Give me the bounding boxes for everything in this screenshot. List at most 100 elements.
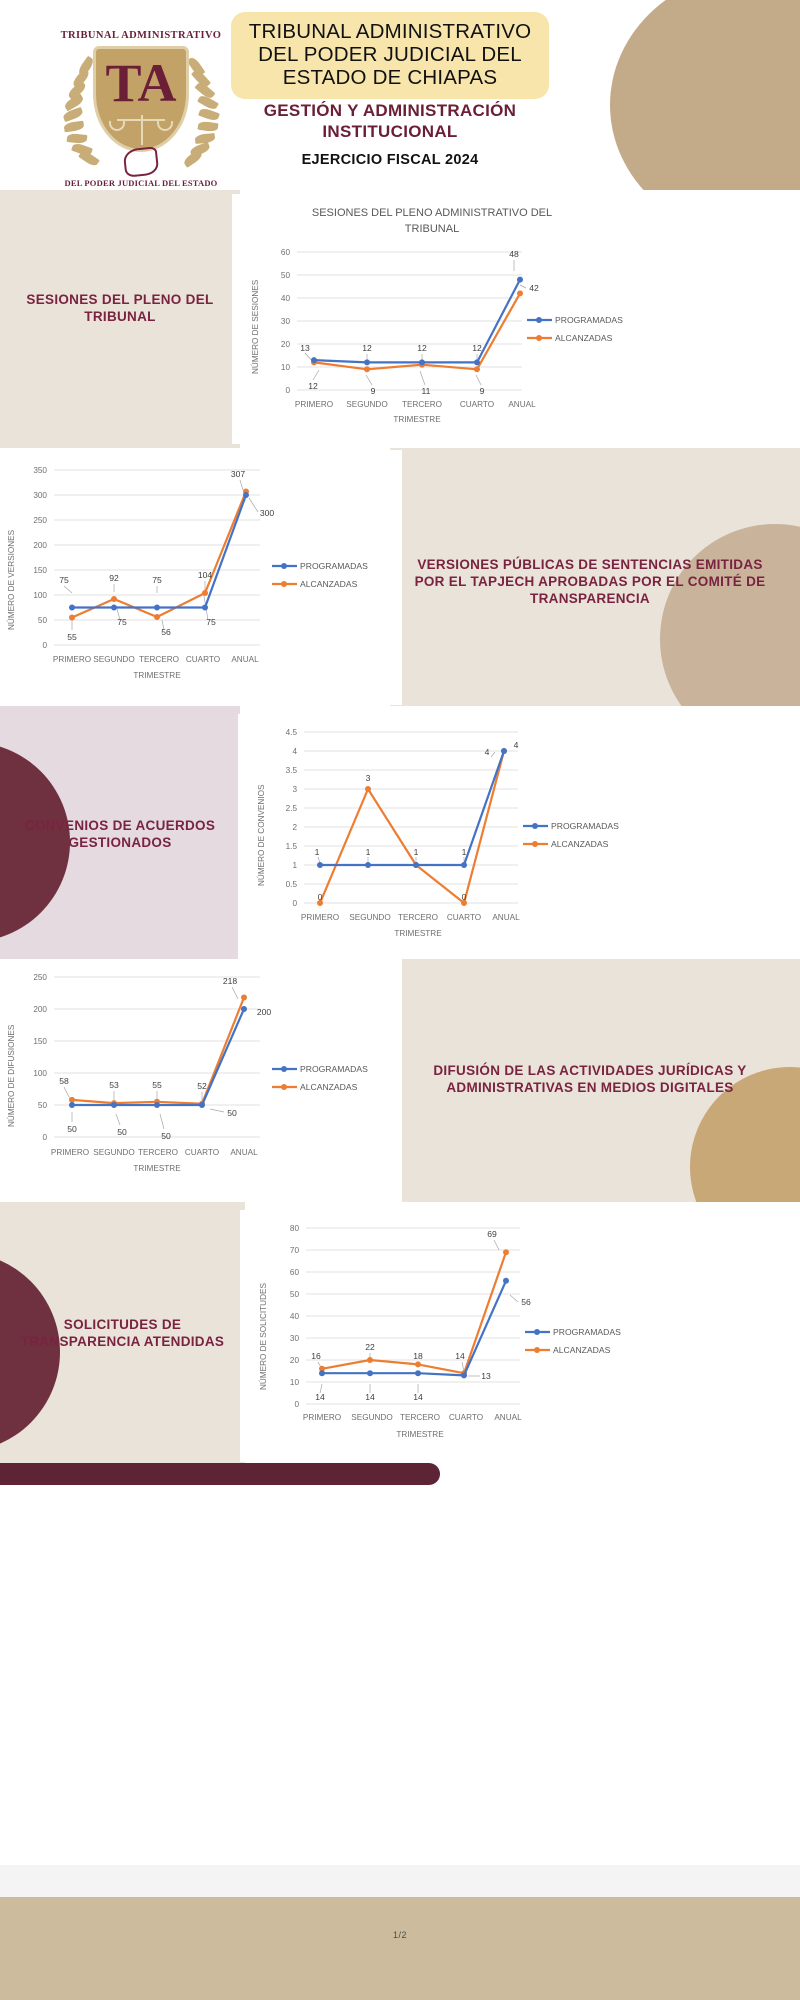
svg-text:ANUAL: ANUAL [508, 400, 536, 409]
svg-text:40: 40 [281, 294, 291, 303]
chart-difusion-svg: 250 200 150 100 50 0 NÚMERO DE DIFUSIONE… [6, 973, 368, 1173]
page-number: 1/2 [392, 1930, 407, 1940]
chart3-legend: PROGRAMADAS ALCANZADAS [523, 821, 619, 849]
svg-text:50: 50 [161, 1131, 171, 1141]
chart4-legend-alcanzadas: ALCANZADAS [300, 1082, 358, 1092]
svg-text:20: 20 [281, 340, 291, 349]
fiscal-year-label: EJERCICIO FISCAL 2024 [301, 152, 479, 168]
svg-text:22: 22 [365, 1342, 375, 1352]
chart-solicitudes-svg: 80 70 60 50 40 30 20 10 0 NÚMERO DE SOLI… [258, 1224, 621, 1439]
svg-text:SEGUNDO: SEGUNDO [346, 400, 387, 409]
svg-text:TERCERO: TERCERO [398, 913, 438, 922]
main-title-line1: TRIBUNAL ADMINISTRATIVO [248, 20, 532, 43]
svg-text:12: 12 [472, 343, 482, 353]
svg-text:30: 30 [290, 1334, 300, 1343]
chart1-x-ticks: PRIMERO SEGUNDO TERCERO CUARTO ANUAL [295, 400, 536, 409]
svg-text:50: 50 [67, 1124, 77, 1134]
svg-text:300: 300 [260, 508, 275, 518]
svg-text:0: 0 [42, 641, 47, 650]
svg-text:9: 9 [480, 386, 485, 396]
svg-text:70: 70 [290, 1246, 300, 1255]
svg-text:75: 75 [152, 575, 162, 585]
chart5-y-axis-title: NÚMERO DE SOLICITUDES [258, 1283, 268, 1390]
svg-text:218: 218 [223, 976, 238, 986]
chart3-x-ticks: PRIMERO SEGUNDO TERCERO CUARTO ANUAL [301, 913, 520, 922]
svg-text:10: 10 [281, 363, 291, 372]
section2-label: VERSIONES PÚBLICAS DE SENTENCIAS EMITIDA… [390, 536, 790, 626]
svg-text:3: 3 [366, 773, 371, 783]
chart4-markers-programadas [69, 1006, 247, 1108]
chart1-markers-alcanzadas [311, 290, 523, 373]
chart1-title-line1: SESIONES DEL PLENO ADMINISTRATIVO DEL [312, 207, 552, 219]
svg-text:30: 30 [281, 317, 291, 326]
svg-text:PRIMERO: PRIMERO [301, 913, 339, 922]
chart3-legend-programadas: PROGRAMADAS [551, 821, 619, 831]
chart1-datalabels-alcanzadas: 12 9 11 9 42 [308, 283, 539, 396]
svg-text:PRIMERO: PRIMERO [53, 655, 91, 664]
main-title-line3: ESTADO DE CHIAPAS [282, 66, 498, 89]
chart-pleno: SESIONES DEL PLENO ADMINISTRATIVO DEL TR… [232, 194, 642, 444]
section1-label-text: SESIONES DEL PLENO DEL TRIBUNAL [26, 292, 214, 324]
svg-text:80: 80 [290, 1224, 300, 1233]
section1-background-cream [0, 190, 240, 448]
svg-text:52: 52 [197, 1081, 207, 1091]
chart1-markers-programadas [311, 276, 523, 366]
svg-text:1: 1 [462, 847, 467, 857]
svg-text:SEGUNDO: SEGUNDO [93, 1148, 134, 1157]
svg-text:250: 250 [33, 516, 47, 525]
svg-text:ANUAL: ANUAL [230, 1148, 258, 1157]
main-title-badge: TRIBUNAL ADMINISTRATIVO DEL PODER JUDICI… [231, 12, 549, 99]
svg-text:40: 40 [290, 1312, 300, 1321]
svg-text:50: 50 [290, 1290, 300, 1299]
svg-text:11: 11 [422, 386, 431, 396]
svg-text:200: 200 [33, 1005, 47, 1014]
svg-text:75: 75 [206, 617, 216, 627]
shield-icon: TA [93, 46, 189, 152]
svg-text:69: 69 [487, 1229, 497, 1239]
svg-text:SEGUNDO: SEGUNDO [349, 913, 390, 922]
svg-text:SEGUNDO: SEGUNDO [93, 655, 134, 664]
svg-text:1: 1 [366, 847, 371, 857]
chart3-y-ticks: 4.5 4 3.5 3 2.5 2 1.5 1 0.5 0 [286, 728, 298, 908]
svg-text:200: 200 [257, 1007, 272, 1017]
svg-text:42: 42 [529, 283, 539, 293]
subtitle-line1: GESTIÓN Y ADMINISTRACIÓN [263, 101, 517, 120]
chart-convenios-svg: 4.5 4 3.5 3 2.5 2 1.5 1 0.5 0 NÚMERO DE … [256, 728, 619, 938]
chart1-legend-alcanzadas: ALCANZADAS [555, 333, 613, 343]
chart5-legend-programadas: PROGRAMADAS [553, 1327, 621, 1337]
section1-label: SESIONES DEL PLENO DEL TRIBUNAL [0, 278, 240, 338]
chart3-x-axis-title: TRIMESTRE [394, 929, 442, 938]
svg-text:PRIMERO: PRIMERO [51, 1148, 89, 1157]
svg-text:1: 1 [414, 847, 419, 857]
svg-text:16: 16 [311, 1351, 321, 1361]
svg-text:4: 4 [292, 747, 297, 756]
chiapas-map-outline-icon [122, 146, 160, 178]
chart-solicitudes: 80 70 60 50 40 30 20 10 0 NÚMERO DE SOLI… [240, 1210, 650, 1462]
svg-text:0.5: 0.5 [286, 880, 298, 889]
svg-text:0: 0 [285, 386, 290, 395]
chart5-series-programadas [322, 1280, 508, 1377]
svg-text:ANUAL: ANUAL [494, 1413, 522, 1422]
svg-text:20: 20 [290, 1356, 300, 1365]
chart5-legend: PROGRAMADAS ALCANZADAS [525, 1327, 621, 1355]
svg-text:150: 150 [33, 566, 47, 575]
chart5-y-ticks: 80 70 60 50 40 30 20 10 0 [290, 1224, 300, 1409]
svg-text:60: 60 [281, 248, 291, 257]
section3-label: CONVENIOS DE ACUERDOS GESTIONADOS [0, 806, 240, 862]
chart-versiones: 350 300 250 200 150 100 50 0 NÚMERO DE V… [0, 450, 402, 705]
svg-text:14: 14 [315, 1392, 325, 1402]
crest-bottom-line1: DEL PODER JUDICIAL DEL ESTADO [64, 178, 218, 188]
svg-text:150: 150 [33, 1037, 47, 1046]
separator-bar-maroon-bottom [0, 1463, 440, 1485]
chart1-legend: PROGRAMADAS ALCANZADAS [527, 315, 623, 343]
chart4-y-axis-title: NÚMERO DE DIFUSIONES [6, 1024, 16, 1127]
svg-text:4: 4 [514, 740, 519, 750]
footer-band [0, 1897, 800, 2000]
svg-text:TERCERO: TERCERO [400, 1413, 440, 1422]
svg-text:CUARTO: CUARTO [460, 400, 494, 409]
svg-text:350: 350 [33, 466, 47, 475]
chart4-y-ticks: 250 200 150 100 50 0 [33, 973, 47, 1142]
svg-text:ANUAL: ANUAL [231, 655, 259, 664]
chart-difusion: 250 200 150 100 50 0 NÚMERO DE DIFUSIONE… [0, 959, 402, 1202]
svg-text:50: 50 [38, 1101, 48, 1110]
